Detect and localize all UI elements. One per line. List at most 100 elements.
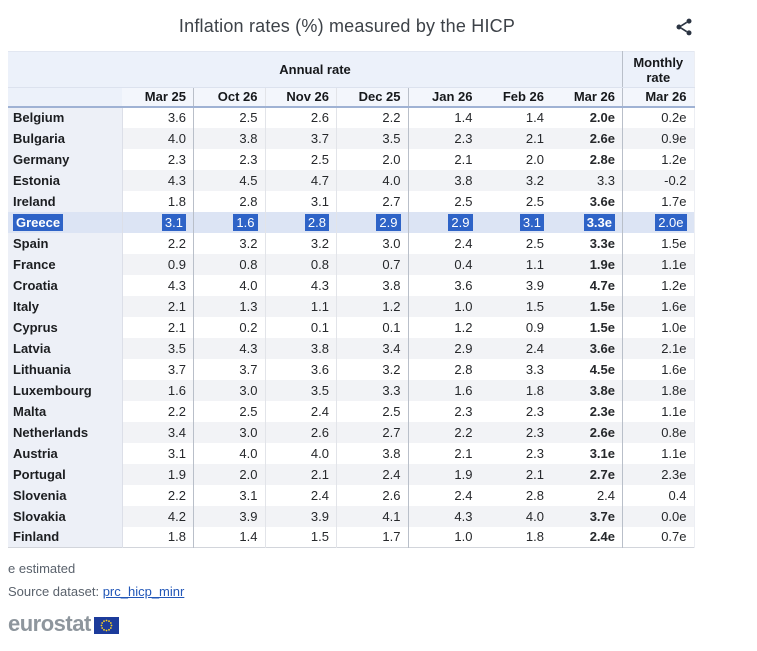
monthly-value-cell: 1.1e: [622, 253, 695, 275]
monthly-value-cell: 1.6e: [622, 358, 695, 380]
value-cell: 2.0: [525, 151, 544, 167]
eurostat-logo[interactable]: eurostat: [8, 613, 757, 635]
value-cell: 1.8: [122, 190, 194, 212]
value-cell: 1.4: [525, 110, 544, 125]
value-cell: 3.3e: [551, 211, 624, 233]
value-cell: 2.3e: [551, 400, 624, 422]
value-cell: 1.6: [408, 379, 480, 401]
value-cell: 2.3: [525, 403, 544, 419]
source-dataset-line: Source dataset: prc_hicp_minr: [8, 584, 757, 599]
value-cell: 1.8: [122, 526, 194, 548]
value-cell: 2.8: [454, 361, 473, 377]
value-cell: 2.6e: [551, 127, 624, 149]
value-cell: 4.0: [336, 169, 409, 191]
table-row[interactable]: Cyprus 2.1 0.2 0.1 0.1 1.2 0.9 1.5e 1.0e: [8, 316, 695, 338]
table-row[interactable]: Belgium 3.6 2.5 2.6 2.2 1.4 1.4 2.0e 0.2e: [8, 106, 695, 128]
monthly-value-cell: 0.4: [622, 484, 695, 506]
value-cell: 4.0: [193, 442, 266, 464]
value-cell: 1.0: [454, 529, 473, 545]
value-cell: 4.2: [122, 505, 194, 527]
value-cell: 3.8: [265, 337, 337, 359]
value-cell: 1.0: [408, 295, 480, 317]
value-cell: 2.1: [265, 463, 337, 485]
eu-flag-icon: [93, 616, 119, 634]
value-cell: 2.3: [454, 403, 473, 419]
value-cell: 2.1: [122, 295, 194, 317]
table-row[interactable]: Finland 1.8 1.4 1.5 1.7 1.0 1.8 2.4e 0.7e: [8, 526, 695, 548]
value-cell: 3.0: [193, 379, 266, 401]
share-icon[interactable]: [674, 17, 694, 37]
monthly-value-cell: 0.0e: [622, 505, 695, 527]
monthly-value-cell: 0.8e: [622, 421, 695, 443]
table-row[interactable]: Slovakia 4.2 3.9 3.9 4.1 4.3 4.0 3.7e 0.0e: [8, 505, 695, 527]
country-cell: Greece: [8, 211, 123, 233]
value-cell: 2.1: [454, 445, 473, 461]
annual-rate-header: Annual rate: [8, 51, 624, 88]
country-cell: Portugal: [8, 463, 123, 485]
monthly-value-cell: 2.1e: [622, 337, 695, 359]
value-cell: 2.3: [525, 445, 544, 461]
table-row[interactable]: Portugal 1.9 2.0 2.1 2.4 1.9 2.1 2.7e 2.3e: [8, 463, 695, 485]
value-cell: 3.6: [122, 106, 194, 128]
table-row[interactable]: Austria 3.1 4.0 4.0 3.8 2.1 2.3 3.1e 1.1e: [8, 442, 695, 464]
value-cell: 2.1: [454, 151, 473, 167]
value-cell: 2.6: [265, 106, 337, 128]
column-header: Mar 26: [551, 87, 624, 108]
source-dataset-link[interactable]: prc_hicp_minr: [102, 584, 185, 599]
table-row[interactable]: Spain 2.2 3.2 3.2 3.0 2.4 2.5 3.3e 1.5e: [8, 232, 695, 254]
country-cell: Germany: [8, 148, 123, 170]
value-cell: 0.8: [193, 253, 266, 275]
value-cell: 1.9e: [551, 253, 624, 275]
country-cell: Austria: [8, 442, 123, 464]
table-row[interactable]: Malta 2.2 2.5 2.4 2.5 2.3 2.3 2.3e 1.1e: [8, 400, 695, 422]
table-row[interactable]: Estonia 4.3 4.5 4.7 4.0 3.8 3.2 3.3 -0.2: [8, 169, 695, 191]
value-cell: 2.5: [454, 193, 473, 209]
country-cell: Luxembourg: [8, 379, 123, 401]
value-cell: 0.9: [122, 253, 194, 275]
value-cell: 0.1: [265, 316, 337, 338]
value-cell: 2.4: [454, 487, 473, 503]
table-row[interactable]: Slovenia 2.2 3.1 2.4 2.6 2.4 2.8 2.4 0.4: [8, 484, 695, 506]
monthly-rate-header: Monthly rate: [622, 51, 695, 88]
column-header: Feb 26: [479, 87, 551, 108]
value-cell: 2.8: [265, 211, 337, 233]
monthly-value-cell: 2.0e: [622, 211, 695, 233]
value-cell: 2.5: [525, 235, 544, 251]
value-cell: 2.6: [265, 421, 337, 443]
value-cell: 4.0: [265, 442, 337, 464]
estimated-note: e estimated: [8, 561, 76, 576]
table-row[interactable]: Netherlands 3.4 3.0 2.6 2.7 2.2 2.3 2.6e 0.8e: [8, 421, 695, 443]
country-cell: Malta: [8, 400, 123, 422]
table-row[interactable]: France 0.9 0.8 0.8 0.7 0.4 1.1 1.9e 1.1e: [8, 253, 695, 275]
monthly-value-cell: 1.7e: [622, 190, 695, 212]
value-cell: 2.7: [336, 190, 409, 212]
value-cell: 2.9: [408, 211, 480, 233]
table-row[interactable]: Germany 2.3 2.3 2.5 2.0 2.1 2.0 2.8e 1.2e: [8, 148, 695, 170]
table-row[interactable]: Latvia 3.5 4.3 3.8 3.4 2.9 2.4 3.6e 2.1e: [8, 337, 695, 359]
table-row[interactable]: Luxembourg 1.6 3.0 3.5 3.3 1.6 1.8 3.8e 1.8e: [8, 379, 695, 401]
value-cell: 1.5: [265, 526, 337, 548]
table-row[interactable]: Ireland 1.8 2.8 3.1 2.7 2.5 2.5 3.6e 1.7e: [8, 190, 695, 212]
value-cell: 1.7: [336, 526, 409, 548]
value-cell: 2.9: [408, 337, 480, 359]
value-cell: 2.6e: [551, 421, 624, 443]
table-row[interactable]: Italy 2.1 1.3 1.1 1.2 1.0 1.5 1.5e 1.6e: [8, 295, 695, 317]
country-cell: Slovenia: [8, 484, 123, 506]
value-cell: 1.1: [265, 295, 337, 317]
source-dataset-label: Source dataset:: [8, 584, 100, 599]
value-cell: 2.2: [408, 421, 480, 443]
table-row[interactable]: Croatia 4.3 4.0 4.3 3.8 3.6 3.9 4.7e 1.2e: [8, 274, 695, 296]
selected-value: 2.8: [304, 213, 329, 231]
country-cell: Cyprus: [8, 316, 123, 338]
value-cell: 1.6: [122, 379, 194, 401]
page-title: Inflation rates (%) measured by the HICP: [178, 16, 516, 36]
value-cell: 0.7: [336, 253, 409, 275]
table-row[interactable]: Greece 3.1 1.6 2.8 2.9 2.9 3.1 3.3e 2.0e: [8, 211, 695, 233]
table-row[interactable]: Bulgaria 4.0 3.8 3.7 3.5 2.3 2.1 2.6e 0.9e: [8, 127, 695, 149]
table-row[interactable]: Lithuania 3.7 3.7 3.6 3.2 2.8 3.3 4.5e 1.6e: [8, 358, 695, 380]
monthly-value-cell: 1.0e: [622, 316, 695, 338]
value-cell: 2.0: [193, 463, 266, 485]
value-cell: 3.8: [336, 442, 409, 464]
value-cell: 2.7e: [551, 463, 624, 485]
value-cell: 2.7: [336, 421, 409, 443]
